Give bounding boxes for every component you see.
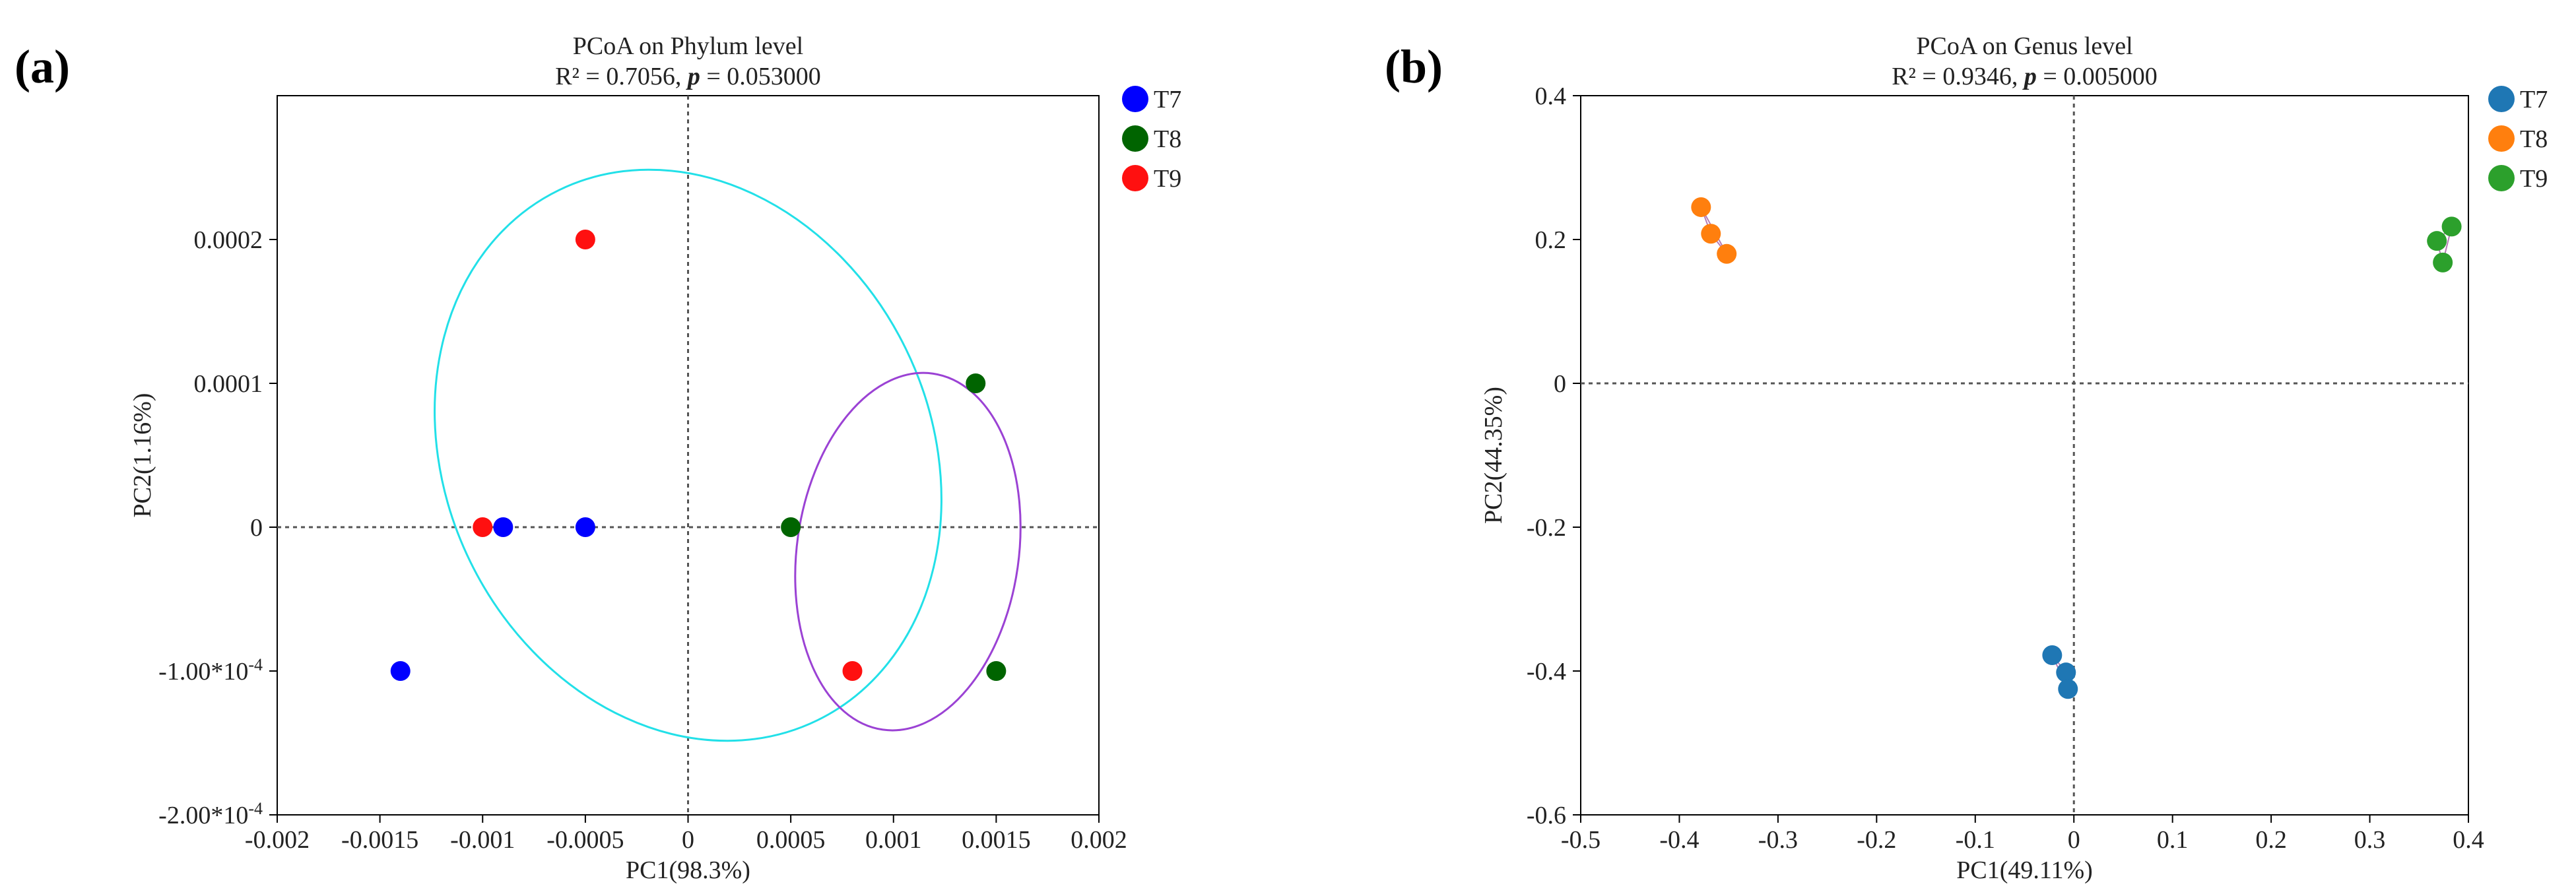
- legend-label-t7: T7: [1154, 86, 1181, 113]
- chart-subtitle: R² = 0.7056, p = 0.053000: [555, 63, 821, 90]
- x-tick-label: -0.2: [1857, 826, 1896, 854]
- x-tick-label: -0.002: [245, 826, 310, 854]
- x-tick-label: 0.0015: [962, 826, 1031, 854]
- x-tick-label: -0.1: [1956, 826, 1995, 854]
- x-tick-label: -0.5: [1561, 826, 1601, 854]
- x-axis-title: PC1(49.11%): [1956, 856, 2093, 884]
- point-t9: [2427, 231, 2447, 251]
- point-t8: [1717, 243, 1737, 264]
- point-t8: [1701, 224, 1721, 244]
- legend-marker-t9: [1122, 165, 1148, 191]
- legend-marker-t7: [1122, 86, 1148, 112]
- y-tick-label: 0: [250, 514, 263, 542]
- point-t7: [2058, 679, 2078, 699]
- panel-letter: (a): [15, 40, 70, 93]
- y-tick-label: 0.2: [1535, 226, 1567, 254]
- x-tick-label: 0: [2068, 826, 2080, 854]
- x-tick-label: -0.001: [450, 826, 515, 854]
- x-tick-label: 0.4: [2453, 826, 2484, 854]
- legend-marker-t7: [2488, 86, 2515, 112]
- point-t7: [390, 661, 411, 681]
- y-tick-label: -0.6: [1527, 802, 1566, 829]
- legend-marker-t8: [2488, 125, 2515, 152]
- y-axis-title: PC2(1.16%): [129, 393, 156, 518]
- legend-label-t9: T9: [2520, 165, 2548, 193]
- point-t7: [493, 517, 513, 537]
- point-t7: [2056, 662, 2076, 683]
- confidence-ellipse-t9: [434, 168, 942, 742]
- legend-marker-t8: [1122, 125, 1148, 152]
- x-axis-title: PC1(98.3%): [626, 856, 750, 884]
- legend-label-t7: T7: [2520, 86, 2548, 113]
- point-t9: [473, 517, 493, 537]
- y-tick-label: -1.00*10-4: [158, 655, 263, 686]
- point-t8: [966, 373, 986, 393]
- chart-title: PCoA on Genus level: [1916, 32, 2132, 60]
- point-t8: [1691, 197, 1711, 217]
- legend-label-t9: T9: [1154, 165, 1181, 193]
- x-tick-label: -0.3: [1758, 826, 1798, 854]
- x-tick-label: 0.002: [1071, 826, 1127, 854]
- chart-title: PCoA on Phylum level: [573, 32, 803, 60]
- y-tick-label: -0.4: [1527, 658, 1566, 686]
- y-tick-label: -0.2: [1527, 514, 1566, 542]
- point-t7: [575, 517, 595, 537]
- point-t8: [781, 517, 801, 537]
- x-tick-label: 0: [682, 826, 694, 854]
- panel-b: (b) PCoA on Genus level R² = 0.9346, p = 0…: [1385, 32, 2548, 884]
- x-tick-label: 0.1: [2157, 826, 2189, 854]
- y-tick-label: 0: [1554, 370, 1566, 398]
- confidence-ellipse-t8: [794, 371, 1022, 732]
- x-tick-label: 0.001: [865, 826, 922, 854]
- legend-label-t8: T8: [1154, 125, 1181, 153]
- point-t9: [2441, 216, 2462, 237]
- x-tick-label: -0.0015: [341, 826, 418, 854]
- panel-a: (a) PCoA on Phylum level R² = 0.7056, p = …: [15, 32, 1181, 884]
- x-tick-label: -0.0005: [546, 826, 624, 854]
- y-axis-title: PC2(44.35%): [1480, 387, 1507, 524]
- x-tick-label: 0.0005: [756, 826, 826, 854]
- chart-subtitle: R² = 0.9346, p = 0.005000: [1892, 63, 2158, 90]
- y-tick-label: 0.0002: [194, 226, 263, 254]
- cluster-hull-t9: [2436, 224, 2453, 265]
- y-tick-label: 0.0001: [194, 370, 263, 398]
- x-tick-label: 0.2: [2255, 826, 2287, 854]
- point-t9: [575, 230, 595, 249]
- point-t9: [842, 661, 863, 681]
- point-t8: [986, 661, 1007, 681]
- point-t7: [2042, 645, 2063, 666]
- panel-letter: (b): [1385, 40, 1443, 93]
- y-tick-label: 0.4: [1535, 82, 1567, 110]
- point-t9: [2433, 252, 2453, 272]
- x-tick-label: 0.3: [2354, 826, 2386, 854]
- plot-frame: [1580, 95, 2469, 816]
- legend-marker-t9: [2488, 165, 2515, 191]
- y-tick-label: -2.00*10-4: [158, 799, 263, 830]
- x-tick-label: -0.4: [1659, 826, 1699, 854]
- legend-label-t8: T8: [2520, 125, 2548, 153]
